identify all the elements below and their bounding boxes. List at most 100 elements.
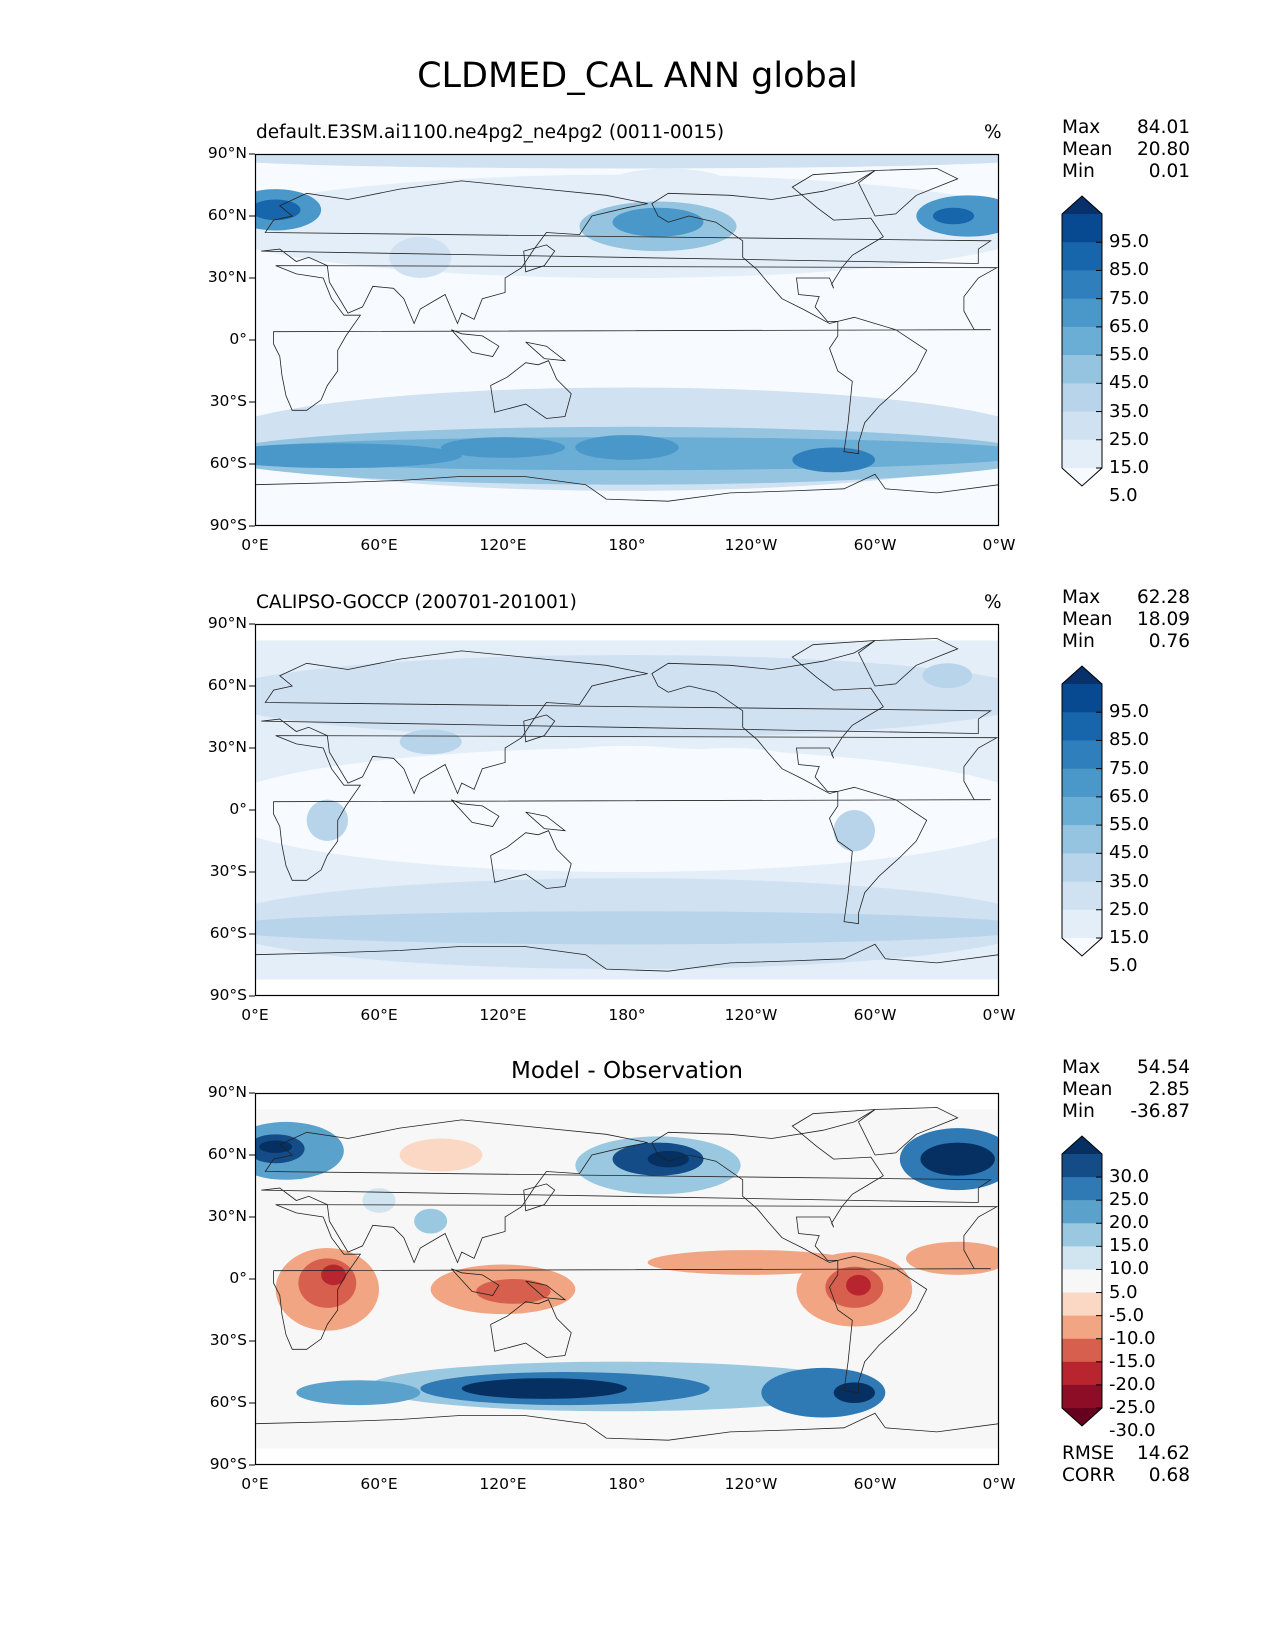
panel-1-colorbar xyxy=(1061,195,1103,497)
stat-max: Max 54.54 xyxy=(1062,1057,1190,1078)
lon-tick-label: 60°E xyxy=(360,1006,398,1024)
lon-tick-label: 60°W xyxy=(853,536,897,554)
lon-tick-label: 0°E xyxy=(241,1006,269,1024)
coastline xyxy=(255,473,999,502)
colorbar-tick-label: 25.0 xyxy=(1109,428,1150,450)
stat-min: Min 0.01 xyxy=(1062,161,1190,182)
colorbar-tick-label: -25.0 xyxy=(1109,1397,1156,1418)
colorbar-tick-label: 55.0 xyxy=(1109,814,1150,836)
lat-tick-label: 90°N xyxy=(207,144,247,162)
panel-3-title: Model - Observation xyxy=(510,1058,744,1084)
lat-tick-label: 90°S xyxy=(209,516,247,534)
contour-region xyxy=(761,1367,886,1418)
lat-tick-label: 30°S xyxy=(209,1331,247,1349)
lon-tick-label: 180° xyxy=(608,1475,646,1493)
lon-tick-label: 0°W xyxy=(982,536,1016,554)
contour-region xyxy=(846,1274,871,1296)
contour-region xyxy=(255,655,999,738)
contour-region xyxy=(255,503,999,526)
lat-tick-label: 90°S xyxy=(209,986,247,1004)
panel-3-error-stats: RMSE 14.62 CORR 0.68 xyxy=(1062,1443,1190,1487)
coastline xyxy=(490,360,572,419)
panel-1-map xyxy=(249,153,1000,530)
coastline xyxy=(829,1255,928,1394)
lon-tick-label: 60°E xyxy=(360,536,398,554)
colorbar-tick-label: 45.0 xyxy=(1109,372,1150,394)
stat-mean: Mean 2.85 xyxy=(1062,1079,1190,1100)
lat-tick-label: 30°N xyxy=(207,268,247,286)
colorbar-tick-label: 85.0 xyxy=(1109,259,1150,281)
colorbar-tick-label: 75.0 xyxy=(1109,757,1150,779)
lon-tick-label: 0°W xyxy=(982,1006,1016,1024)
panel-3-colorbar xyxy=(1061,1135,1103,1432)
lat-tick-label: 60°N xyxy=(207,206,247,224)
lon-tick-label: 120°W xyxy=(724,1006,778,1024)
lon-tick-label: 120°E xyxy=(479,1006,527,1024)
contour-region xyxy=(782,309,968,371)
contour-region xyxy=(321,1264,346,1286)
map-field xyxy=(249,153,1000,527)
contour-region xyxy=(399,729,462,755)
panel-1-units: % xyxy=(984,122,1002,143)
contour-region xyxy=(306,799,348,841)
stat-min: Min 0.76 xyxy=(1062,631,1190,652)
colorbar-tick-label: 85.0 xyxy=(1109,729,1150,751)
colorbar-tick-label: -20.0 xyxy=(1109,1373,1156,1395)
lat-tick-label: 0° xyxy=(229,800,247,818)
map-field xyxy=(249,623,1000,997)
lon-tick-label: 60°E xyxy=(360,1475,398,1493)
lat-tick-label: 60°N xyxy=(207,676,247,694)
contour-region xyxy=(792,447,876,473)
panel-1-title: default.E3SM.ai1100.ne4pg2_ne4pg2 (0011-… xyxy=(256,122,725,143)
coastline xyxy=(273,735,999,881)
contour-region xyxy=(612,207,704,237)
panel-2-colorbar xyxy=(1061,665,1103,967)
contour-region xyxy=(255,154,999,169)
panel-2-units: % xyxy=(984,592,1002,613)
colorbar-tick-label: 15.0 xyxy=(1109,1235,1150,1257)
colorbar-tick-label: -30.0 xyxy=(1109,1420,1156,1442)
contour-region xyxy=(255,748,999,872)
contour-region xyxy=(255,911,999,945)
coastline xyxy=(857,1107,959,1156)
contour-region xyxy=(414,1208,448,1234)
contour-region xyxy=(461,1378,627,1399)
lon-tick-label: 120°E xyxy=(479,536,527,554)
colorbar-tick-label: 25.0 xyxy=(1109,1189,1150,1211)
lon-tick-label: 120°E xyxy=(479,1475,527,1493)
stat-max: Max 84.01 xyxy=(1062,117,1190,138)
coastline xyxy=(829,316,928,455)
colorbar-tick-label: 25.0 xyxy=(1109,898,1150,920)
lat-tick-label: 0° xyxy=(229,1269,247,1287)
lat-tick-label: 90°S xyxy=(209,1455,247,1473)
contour-region xyxy=(606,168,731,202)
contour-region xyxy=(476,1279,551,1304)
coastline xyxy=(857,168,959,217)
contour-region xyxy=(906,1241,999,1275)
lat-tick-label: 60°S xyxy=(209,1393,247,1411)
colorbar-tick-label: 20.0 xyxy=(1109,1212,1150,1234)
panel-3-map xyxy=(249,1092,1000,1469)
lon-tick-label: 0°E xyxy=(241,536,269,554)
coastline xyxy=(490,830,572,889)
figure-title: CLDMED_CAL ANN global xyxy=(417,56,858,96)
contour-region xyxy=(441,437,565,458)
contour-region xyxy=(362,1188,396,1213)
coastline xyxy=(261,1119,992,1264)
contour-region xyxy=(647,1250,855,1275)
contour-region xyxy=(255,443,462,469)
colorbar-tick-label: 5.0 xyxy=(1109,485,1138,507)
contour-region xyxy=(575,435,679,460)
contour-region xyxy=(259,1140,293,1153)
lat-tick-label: 30°N xyxy=(207,1207,247,1225)
colorbar-tick-label: -10.0 xyxy=(1109,1327,1156,1349)
coastline xyxy=(255,1412,999,1441)
lon-tick-label: 60°W xyxy=(853,1006,897,1024)
contour-region xyxy=(275,267,400,371)
lat-tick-label: 90°N xyxy=(207,614,247,632)
stat-mean: Mean 20.80 xyxy=(1062,139,1190,160)
contour-region xyxy=(833,810,875,852)
panel-2-title: CALIPSO-GOCCP (200701-201001) xyxy=(256,592,577,613)
map-field xyxy=(249,1092,1000,1466)
contour-region xyxy=(920,1142,995,1176)
